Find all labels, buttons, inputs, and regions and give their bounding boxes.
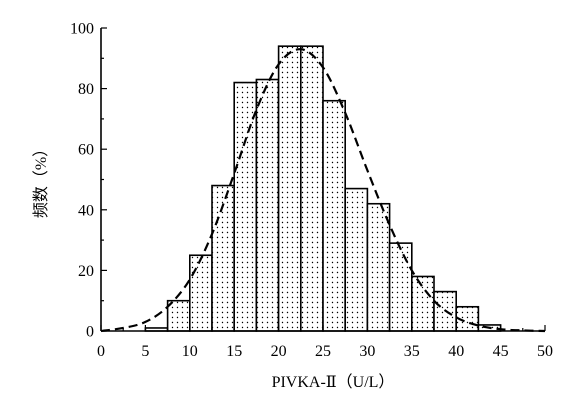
histogram-bar-8 bbox=[322, 99, 347, 332]
x-tick-label: 35 bbox=[404, 343, 420, 360]
x-tick-label: 20 bbox=[271, 343, 287, 360]
x-tick-label: 15 bbox=[226, 343, 242, 360]
y-tick-label: 0 bbox=[86, 324, 94, 341]
x-tick-label: 10 bbox=[182, 343, 198, 360]
histogram-bar-6 bbox=[277, 45, 302, 332]
histogram-bar-5 bbox=[255, 78, 280, 332]
y-tick-label: 100 bbox=[70, 21, 94, 38]
histogram-bar-9 bbox=[344, 187, 369, 332]
x-tick-label: 5 bbox=[141, 343, 149, 360]
y-tick-label: 60 bbox=[78, 142, 94, 159]
y-axis-title: 频数（%） bbox=[32, 141, 50, 218]
x-tick-label: 40 bbox=[448, 343, 464, 360]
x-tick-label: 30 bbox=[359, 343, 375, 360]
y-tick-label: 20 bbox=[78, 263, 94, 280]
x-tick-label: 50 bbox=[537, 343, 553, 360]
x-tick-label: 45 bbox=[493, 343, 509, 360]
histogram-bar-7 bbox=[299, 45, 324, 332]
histogram-bar-10 bbox=[366, 202, 391, 332]
x-tick-label: 25 bbox=[315, 343, 331, 360]
ticks-layer: 0 5 10 15 20 25 30 35 40 45 50 0 20 40 60 80 100 bbox=[70, 21, 553, 361]
x-tick-label: 0 bbox=[97, 343, 105, 360]
histogram-bar-1 bbox=[166, 299, 191, 332]
histogram-bar-4 bbox=[233, 81, 258, 332]
histogram-bar-2 bbox=[189, 254, 213, 332]
normal-fit-curve bbox=[100, 48, 546, 333]
bars-layer bbox=[144, 45, 502, 332]
y-tick-label: 40 bbox=[78, 202, 94, 219]
y-tick-label: 80 bbox=[78, 81, 94, 98]
histogram-bar-11 bbox=[388, 242, 413, 332]
histogram-bar-12 bbox=[410, 275, 435, 332]
x-axis-title: PIVKA-Ⅱ（U/L） bbox=[272, 373, 395, 391]
